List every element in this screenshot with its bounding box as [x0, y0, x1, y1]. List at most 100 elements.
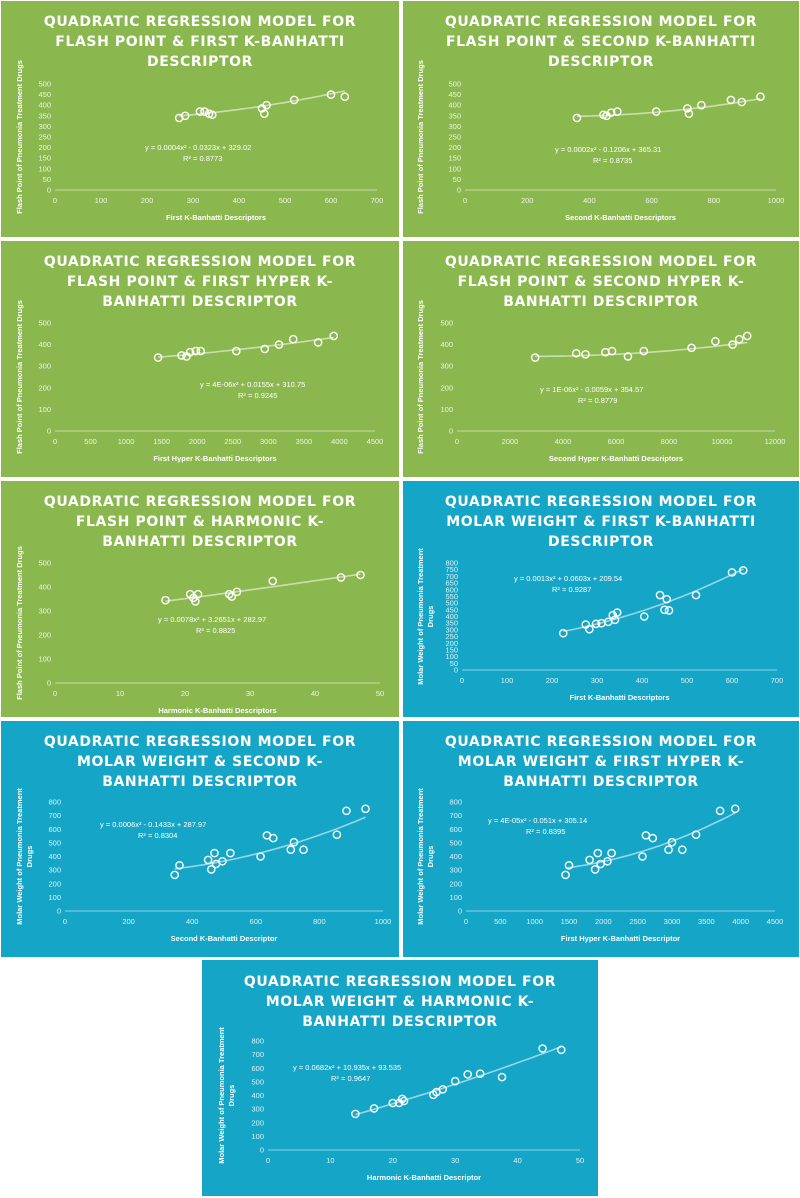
chart-title-line: FLASH POINT & SECOND K-BANHATTI — [446, 34, 756, 50]
chart-title-line: QUADRATIC REGRESSION MODEL FOR — [44, 254, 356, 270]
y-tick-label: 100 — [38, 655, 51, 664]
y-tick-label: 300 — [48, 866, 61, 875]
chart-title-line: QUADRATIC REGRESSION MODEL FOR — [44, 734, 356, 750]
data-point — [655, 590, 665, 600]
x-tick-label: 300 — [187, 196, 200, 205]
x-axis-label: Second K-Banhatti Descriptors — [565, 213, 676, 222]
y-tick-label: 0 — [47, 679, 51, 688]
data-point — [342, 806, 351, 816]
chart-background — [403, 721, 799, 957]
y-tick-label: 150 — [38, 154, 51, 163]
x-tick-label: 20 — [389, 1156, 397, 1165]
r-squared-label: R² = 0.8779 — [578, 396, 617, 405]
y-tick-label: 100 — [440, 405, 453, 414]
y-tick-label: 350 — [445, 619, 458, 628]
x-tick-label: 200 — [122, 917, 135, 926]
chart-title-line: FLASH POINT & FIRST HYPER K- — [67, 274, 333, 290]
y-tick-label: 800 — [445, 559, 458, 568]
chart-title-line: BANHATTI DESCRIPTOR — [503, 774, 699, 790]
data-point — [268, 833, 278, 843]
y-tick-label: 500 — [445, 599, 458, 608]
x-tick-label: 0 — [464, 917, 468, 926]
y-tick-label: 650 — [445, 579, 458, 588]
x-tick-label: 0 — [460, 676, 464, 685]
y-axis-label: Flash Point of Pneumonia Treatment Drugs — [416, 60, 425, 214]
trendline — [174, 816, 366, 870]
data-point — [564, 861, 574, 870]
y-tick-label: 550 — [445, 592, 458, 601]
x-tick-label: 40 — [311, 689, 319, 698]
x-tick-label: 6000 — [608, 437, 625, 446]
chart-title-line: QUADRATIC REGRESSION MODEL FOR — [44, 14, 356, 30]
chart-panel-2: QUADRATIC REGRESSION MODEL FOR FLASH POIN… — [403, 1, 799, 237]
x-tick-label: 500 — [84, 437, 97, 446]
x-tick-label: 0 — [53, 689, 57, 698]
y-tick-label: 200 — [440, 383, 453, 392]
x-tick-label: 500 — [279, 196, 292, 205]
x-axis-label: First Hyper K-Banhatti Descriptors — [153, 454, 276, 463]
y-tick-label: 800 — [449, 798, 462, 807]
y-tick-label: 600 — [251, 1064, 264, 1073]
y-tick-label: 400 — [38, 101, 51, 110]
chart-panel-3: QUADRATIC REGRESSION MODEL FOR FLASH POIN… — [1, 241, 399, 477]
y-tick-label: 100 — [38, 405, 51, 414]
y-tick-label: 400 — [251, 1091, 264, 1100]
data-point — [697, 100, 706, 110]
y-tick-label: 0 — [458, 907, 462, 916]
data-point — [200, 107, 209, 116]
chart-title-line: BANHATTI DESCRIPTOR — [102, 774, 298, 790]
chart-title-line: BANHATTI DESCRIPTOR — [302, 1014, 498, 1030]
x-tick-label: 200 — [546, 676, 559, 685]
data-point — [397, 1094, 407, 1104]
chart-background — [403, 1, 799, 237]
y-tick-label: 500 — [38, 319, 51, 328]
x-tick-label: 3500 — [698, 917, 715, 926]
chart-title-line: QUADRATIC REGRESSION MODEL FOR — [44, 494, 356, 510]
data-point — [208, 110, 217, 120]
trendline-equation: y = 4E-06x² + 0.0155x + 310.75 — [200, 380, 305, 389]
y-tick-label: 50 — [43, 175, 51, 184]
data-point — [274, 340, 284, 349]
r-squared-label: R² = 0.9647 — [331, 1074, 370, 1083]
y-tick-label: 100 — [448, 164, 461, 173]
chart-title-line: QUADRATIC REGRESSION MODEL FOR — [445, 254, 757, 270]
y-tick-label: 450 — [445, 605, 458, 614]
x-tick-label: 400 — [636, 676, 649, 685]
data-point — [684, 109, 694, 118]
y-tick-label: 200 — [251, 1118, 264, 1127]
y-tick-label: 400 — [38, 340, 51, 349]
chart-svg: QUADRATIC REGRESSION MODEL FOR FLASH POIN… — [1, 1, 399, 237]
y-tick-label: 400 — [38, 583, 51, 592]
x-tick-label: 40 — [513, 1156, 521, 1165]
data-point — [288, 334, 298, 344]
data-point — [691, 830, 701, 839]
x-tick-label: 0 — [53, 437, 57, 446]
y-axis-label: Molar Weight of Pneumonia TreatmentDrugs — [416, 548, 435, 685]
data-point — [651, 107, 661, 116]
data-point — [742, 331, 752, 341]
y-tick-label: 0 — [47, 186, 51, 195]
x-tick-label: 3500 — [296, 437, 313, 446]
data-point — [623, 352, 633, 361]
y-tick-label: 100 — [251, 1132, 264, 1141]
y-tick-label: 300 — [38, 362, 51, 371]
chart-panel-4: QUADRATIC REGRESSION MODEL FOR FLASH POIN… — [403, 241, 799, 477]
chart-svg: QUADRATIC REGRESSION MODEL FOR MOLAR WEIG… — [1, 721, 399, 957]
chart-svg: QUADRATIC REGRESSION MODEL FOR MOLAR WEIG… — [202, 960, 598, 1196]
data-point — [664, 845, 673, 854]
data-point — [603, 856, 612, 866]
chart-title-line: FLASH POINT & SECOND HYPER K- — [458, 274, 745, 290]
data-point — [608, 610, 618, 620]
y-tick-label: 100 — [449, 893, 462, 902]
chart-title-line: BANHATTI DESCRIPTOR — [102, 294, 298, 310]
data-point — [727, 568, 737, 577]
y-tick-label: 200 — [48, 879, 61, 888]
y-axis-label: Flash Point of Pneumonia Treatment Drugs — [15, 546, 24, 700]
y-tick-label: 300 — [38, 607, 51, 616]
data-point — [232, 587, 242, 597]
data-point — [180, 111, 190, 121]
trendline-equation: y = 4E-05x² - 0.051x + 305.14 — [488, 816, 587, 825]
data-point — [581, 350, 590, 359]
y-tick-label: 0 — [260, 1146, 264, 1155]
data-point — [610, 615, 620, 625]
